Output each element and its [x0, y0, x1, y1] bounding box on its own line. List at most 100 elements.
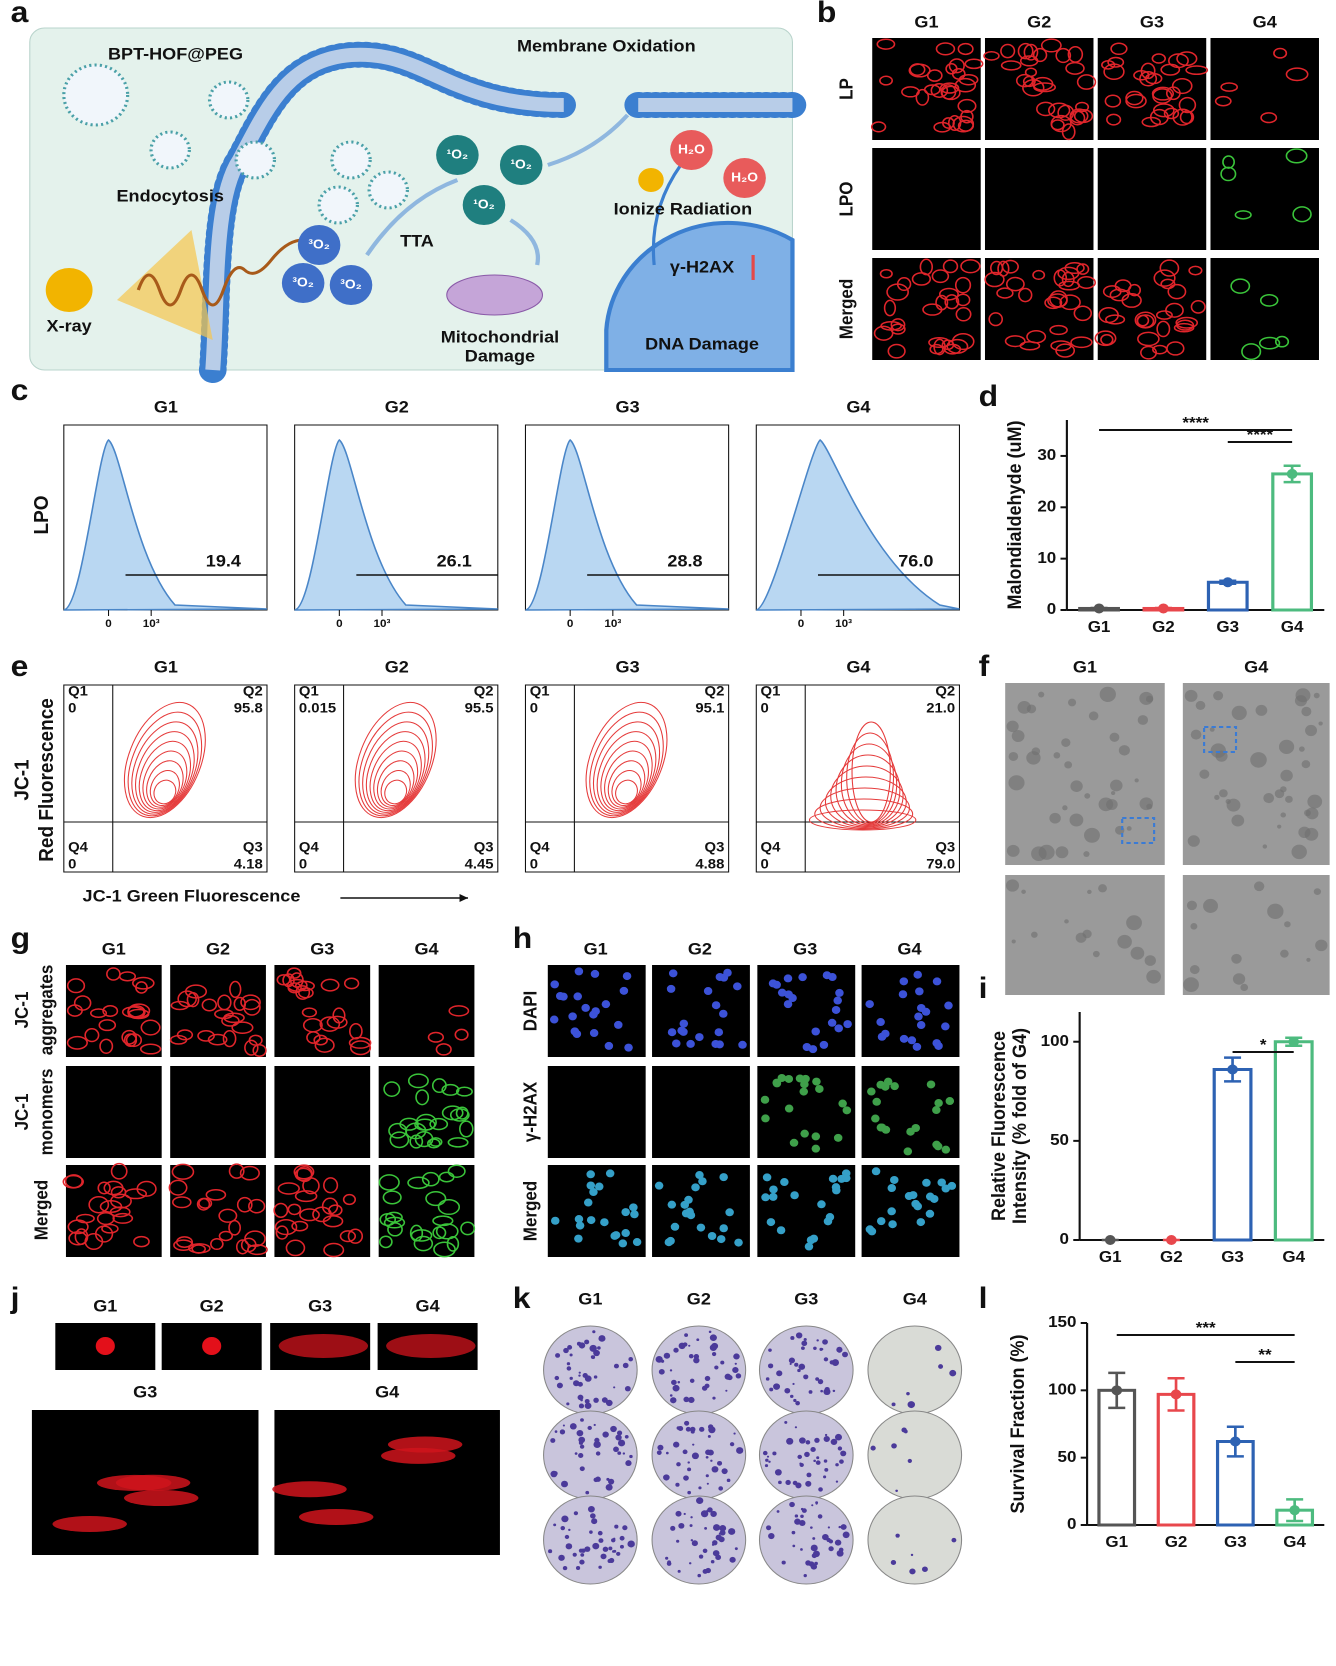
- cell: [339, 1230, 357, 1243]
- nucleus-spot: [667, 1200, 677, 1209]
- cell: [298, 987, 314, 999]
- colony: [714, 1365, 719, 1370]
- colony: [816, 1339, 819, 1342]
- label: 0: [68, 857, 76, 872]
- colony: [677, 1381, 681, 1384]
- colony: [573, 1380, 580, 1387]
- colony: [834, 1433, 842, 1441]
- x-tick-label: G3: [1216, 619, 1239, 636]
- nucleus-spot: [589, 1188, 598, 1197]
- nucleus-spot: [719, 1224, 728, 1233]
- colony: [676, 1462, 681, 1467]
- colony: [870, 1445, 876, 1451]
- mean-dot: [1104, 1235, 1116, 1245]
- colony: [561, 1515, 569, 1523]
- colony: [558, 1554, 565, 1561]
- y-tick-label: 0: [1067, 1516, 1076, 1533]
- cell: [955, 307, 972, 322]
- colony: [595, 1451, 601, 1456]
- colony: [554, 1375, 560, 1381]
- contour: [611, 770, 642, 806]
- cell: [186, 992, 200, 1008]
- nucleus-spot: [679, 1019, 689, 1028]
- colony: [688, 1344, 691, 1347]
- nucleus-spot: [890, 1082, 899, 1091]
- zoom-box: [1121, 817, 1156, 844]
- colony: [613, 1386, 616, 1389]
- nucleus-spot: [733, 982, 742, 991]
- cell: [1151, 53, 1167, 64]
- colony: [678, 1522, 685, 1529]
- panel-label: b: [817, 0, 836, 29]
- organelle: [1232, 973, 1246, 985]
- organelle: [1214, 794, 1220, 800]
- colony: [657, 1444, 664, 1451]
- label: G3: [310, 939, 334, 958]
- plot-frame: [294, 684, 499, 873]
- colony: [710, 1510, 717, 1517]
- label: 4.88: [695, 857, 724, 872]
- colony: [605, 1483, 613, 1491]
- colony: [628, 1357, 634, 1362]
- cell: [196, 1197, 211, 1211]
- label: JC-1: [11, 759, 34, 800]
- micrograph: [652, 965, 750, 1057]
- micrograph: [1210, 38, 1319, 140]
- cell: [447, 1164, 466, 1178]
- cell: [348, 1036, 372, 1049]
- label: 4.45: [465, 857, 494, 872]
- organelle: [1064, 761, 1073, 769]
- colony: [789, 1362, 792, 1365]
- cell: [1137, 331, 1160, 347]
- label: G3: [308, 1296, 332, 1315]
- label: monomers: [36, 1068, 57, 1155]
- cell: [1044, 296, 1063, 310]
- colony: [569, 1353, 573, 1357]
- molecule-label: ¹O₂: [447, 147, 469, 162]
- cell: [97, 1181, 111, 1195]
- colony: [655, 1355, 663, 1363]
- cell: [427, 1031, 445, 1043]
- cell: [1036, 101, 1056, 117]
- comet-tail: [96, 1474, 172, 1491]
- cell: [1258, 336, 1281, 350]
- colony: [562, 1565, 568, 1571]
- colony: [724, 1373, 732, 1380]
- cell: [184, 984, 208, 999]
- contour: [365, 731, 426, 813]
- colony: [805, 1560, 811, 1566]
- colony: [729, 1556, 736, 1563]
- contour: [376, 760, 415, 808]
- organelle: [1092, 950, 1100, 958]
- cell: [988, 312, 1004, 327]
- cell: [387, 1222, 403, 1237]
- nucleus-spot: [716, 1235, 726, 1244]
- mean-dot: [1230, 1436, 1241, 1447]
- organelle: [1301, 706, 1312, 717]
- colony: [766, 1455, 770, 1458]
- colony: [593, 1375, 598, 1379]
- cell: [455, 1106, 469, 1120]
- cell: [171, 1163, 195, 1180]
- colony: [797, 1454, 803, 1460]
- colony: [578, 1403, 585, 1409]
- contour: [814, 798, 914, 830]
- contour: [835, 754, 901, 826]
- contour: [153, 779, 177, 805]
- cell: [1292, 206, 1312, 223]
- colony: [734, 1547, 738, 1551]
- cell: [1106, 113, 1122, 126]
- colony: [828, 1546, 834, 1552]
- cell: [133, 1235, 150, 1248]
- organelle: [1011, 939, 1016, 944]
- label: JC-1 Green Fluorescence: [83, 886, 301, 905]
- mean-dot: [1111, 1385, 1123, 1396]
- cell: [66, 1035, 88, 1050]
- colony: [734, 1362, 737, 1365]
- x-tick-label: G4: [1281, 619, 1305, 636]
- colony: [559, 1429, 566, 1435]
- colony: [832, 1389, 836, 1393]
- cell: [1018, 287, 1033, 303]
- cell: [236, 1196, 253, 1213]
- cell: [112, 1212, 134, 1224]
